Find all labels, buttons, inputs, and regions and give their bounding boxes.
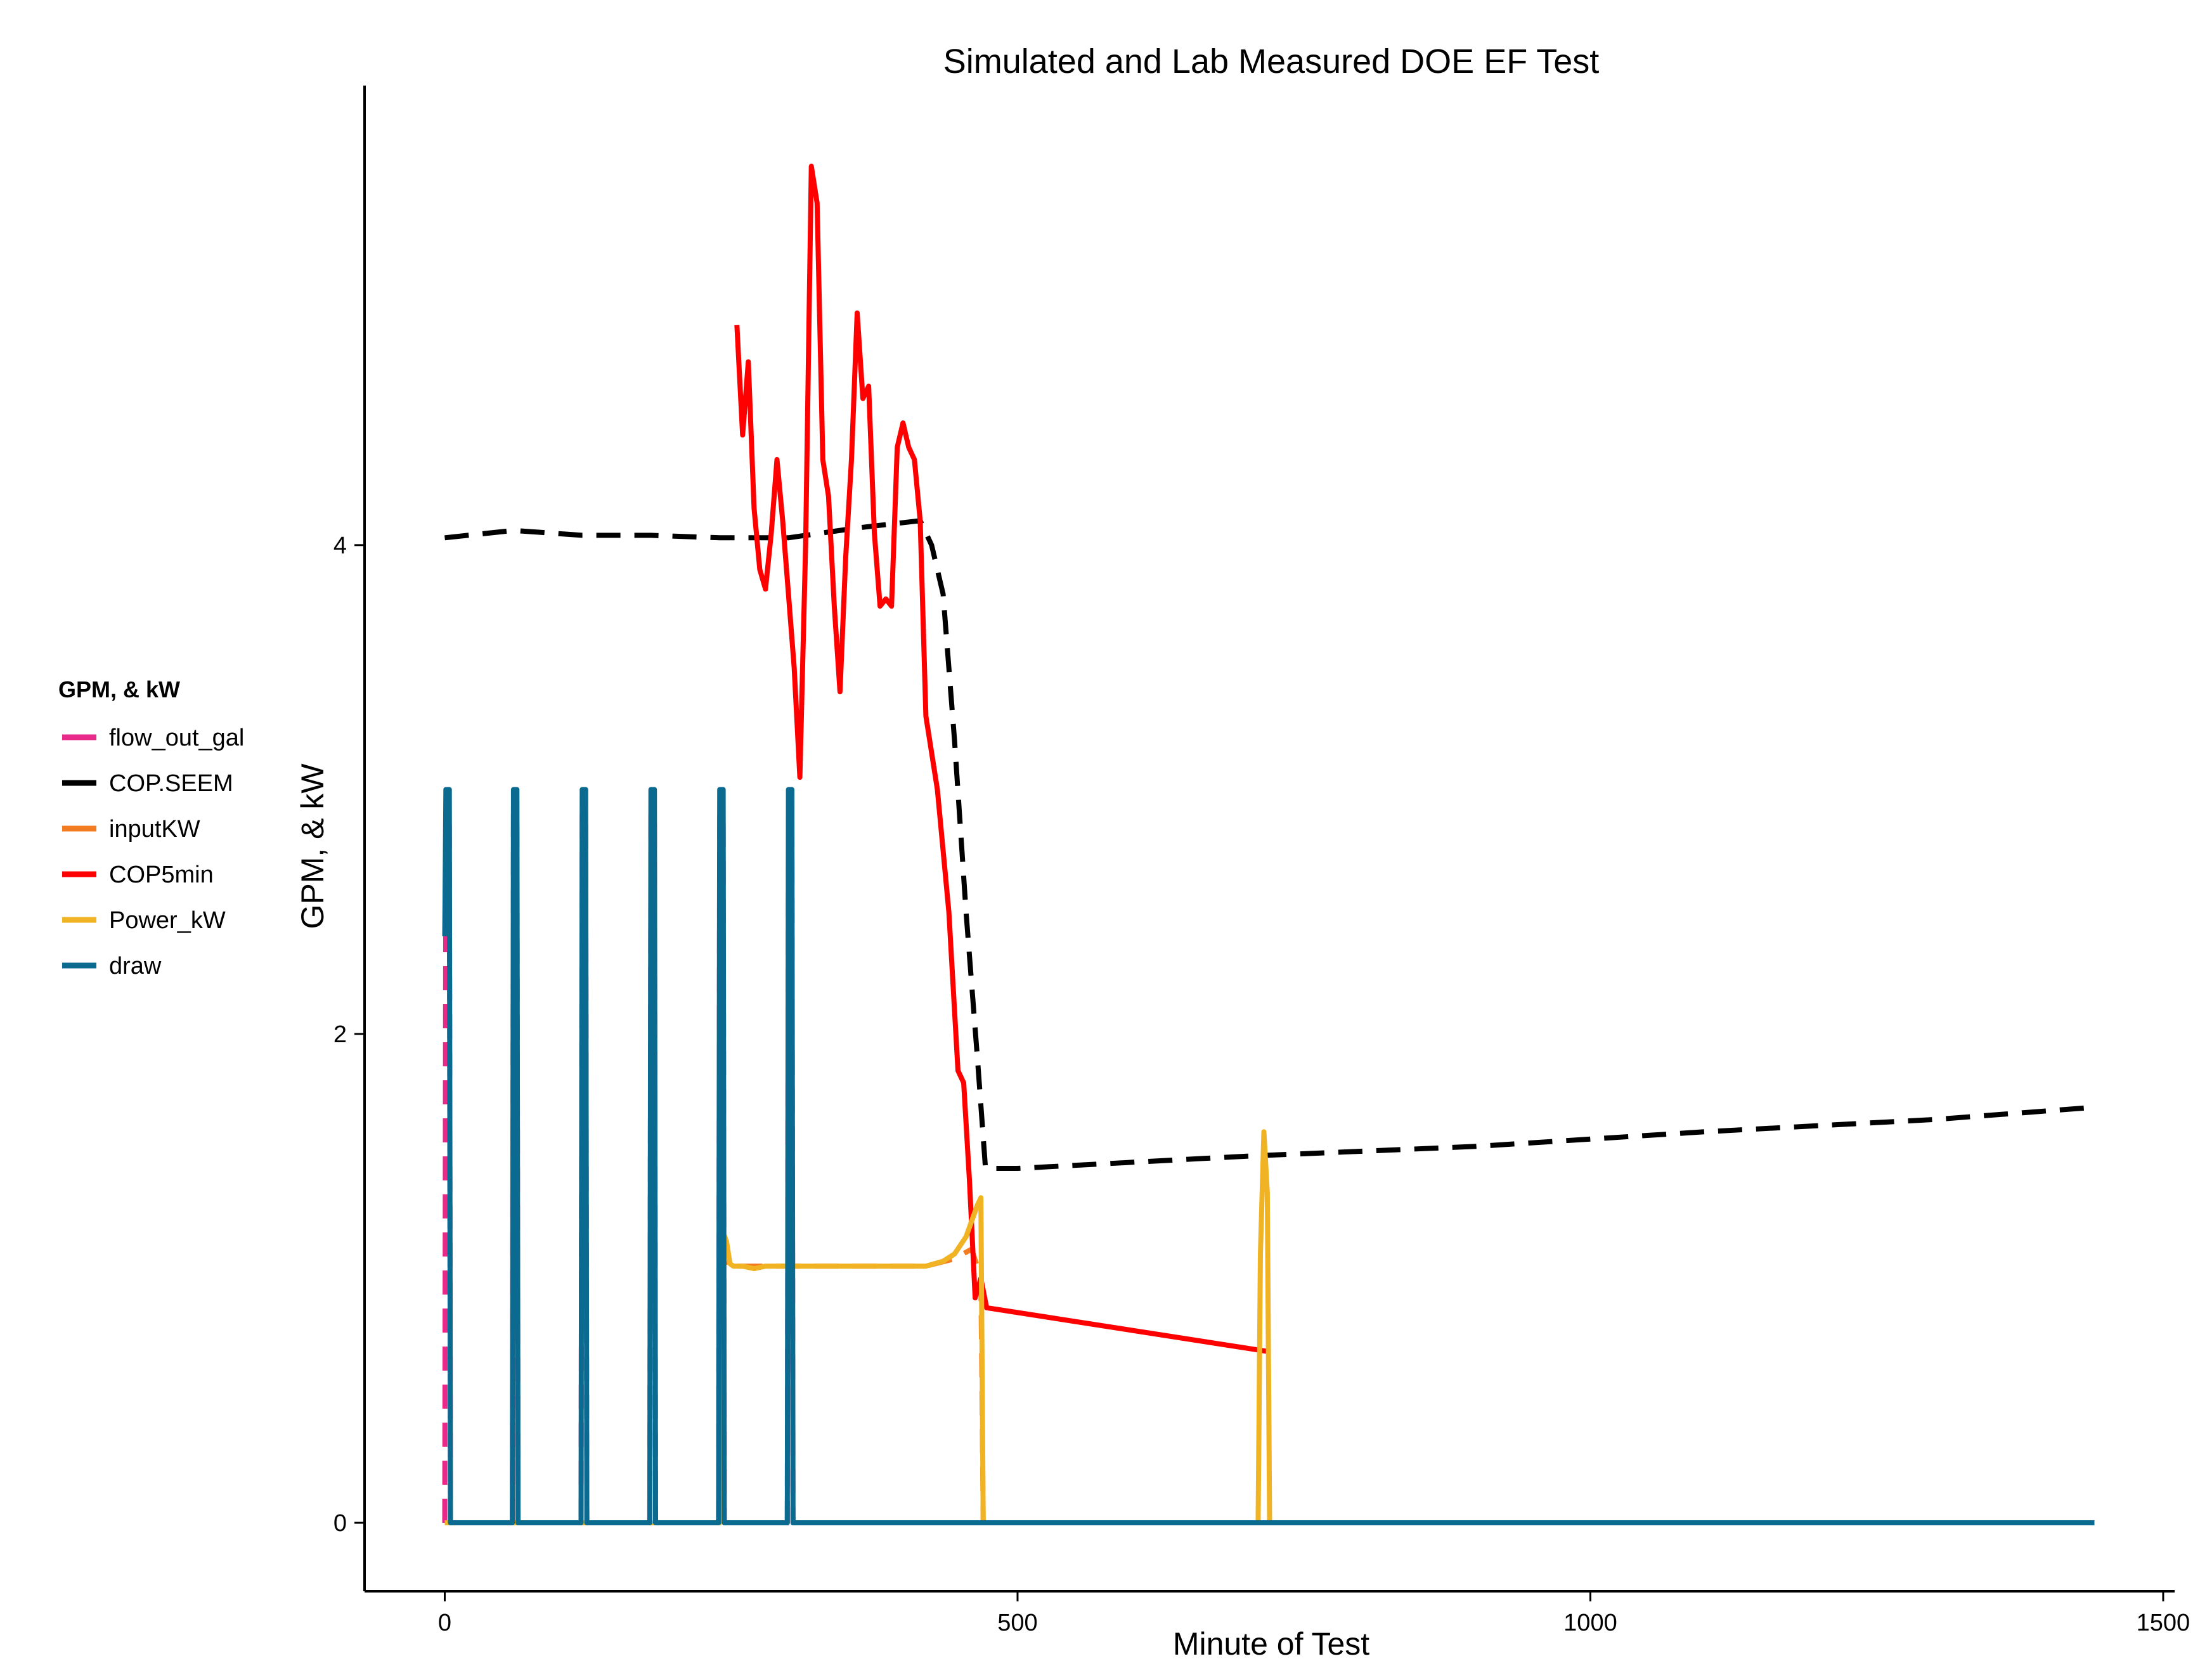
- y-tick-label: 4: [333, 533, 347, 559]
- legend-label: inputKW: [109, 816, 200, 843]
- x-tick-label: 500: [997, 1610, 1037, 1636]
- axes: 0 500 1000 1500 0 2 4: [333, 86, 2190, 1636]
- series-power-kw: [444, 1129, 2095, 1525]
- chart-title: Simulated and Lab Measured DOE EF Test: [943, 42, 1600, 81]
- legend-label: flow_out_gal: [109, 725, 244, 751]
- legend-title: GPM, & kW: [58, 676, 180, 702]
- legend-label: COP5min: [109, 862, 214, 888]
- legend: GPM, & kW flow_out_gal COP.SEEM inputKW COP…: [58, 676, 244, 979]
- series-inputkw: [717, 1241, 986, 1523]
- legend-label: Power_kW: [109, 907, 226, 934]
- legend-label: COP.SEEM: [109, 770, 233, 797]
- x-axis-title: Minute of Test: [1173, 1626, 1369, 1662]
- series-cop5min: [734, 164, 1271, 1355]
- series-draw: [442, 787, 2095, 1525]
- legend-label: draw: [109, 953, 162, 979]
- x-tick-label: 0: [438, 1610, 451, 1636]
- plot-area: [442, 164, 2095, 1525]
- y-tick-label: 2: [333, 1021, 347, 1048]
- x-tick-label: 1000: [1563, 1610, 1617, 1636]
- series-cop-seem: [444, 518, 2095, 1171]
- y-axis-title: GPM, & kW: [295, 763, 330, 929]
- y-tick-label: 0: [333, 1510, 347, 1537]
- x-tick-label: 1500: [2137, 1610, 2190, 1636]
